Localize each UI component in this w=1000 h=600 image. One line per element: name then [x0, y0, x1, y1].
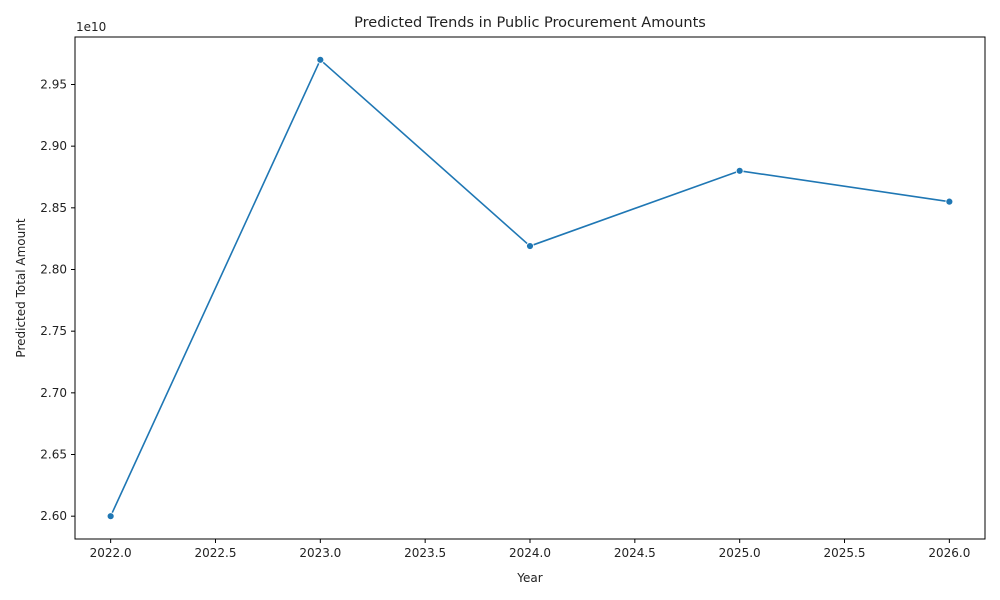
y-tick-label: 2.70 [40, 386, 67, 400]
x-tick-label: 2025.5 [824, 546, 866, 560]
x-tick-label: 2026.0 [928, 546, 970, 560]
y-tick-label: 2.75 [40, 324, 67, 338]
data-point [316, 55, 325, 64]
y-tick-label: 2.60 [40, 509, 67, 523]
y-tick-label: 2.90 [40, 139, 67, 153]
x-tick-label: 2024.5 [614, 546, 656, 560]
y-tick-label: 2.85 [40, 201, 67, 215]
x-tick-label: 2023.0 [299, 546, 341, 560]
x-axis-label: Year [516, 571, 542, 585]
x-tick-label: 2022.0 [90, 546, 132, 560]
x-tick-label: 2023.5 [404, 546, 446, 560]
chart-title: Predicted Trends in Public Procurement A… [354, 15, 706, 31]
data-point [945, 197, 954, 206]
y-tick-label: 2.95 [40, 77, 67, 91]
y-axis-label: Predicted Total Amount [14, 218, 28, 357]
y-axis-ticks: 2.60 2.65 2.70 2.75 2.80 2.85 2.90 2.95 [40, 77, 75, 523]
data-point [735, 166, 744, 175]
series-markers [106, 55, 954, 521]
x-tick-label: 2022.5 [194, 546, 236, 560]
y-tick-label: 2.80 [40, 262, 67, 276]
data-point [526, 242, 534, 250]
x-tick-label: 2025.0 [719, 546, 761, 560]
data-point [106, 512, 115, 521]
y-tick-label: 2.65 [40, 448, 67, 462]
x-tick-label: 2024.0 [509, 546, 551, 560]
x-axis-ticks: 2022.0 2022.5 2023.0 2023.5 2024.0 2024.5 2025… [90, 539, 970, 560]
y-axis-offset-label: 1e10 [76, 20, 106, 34]
